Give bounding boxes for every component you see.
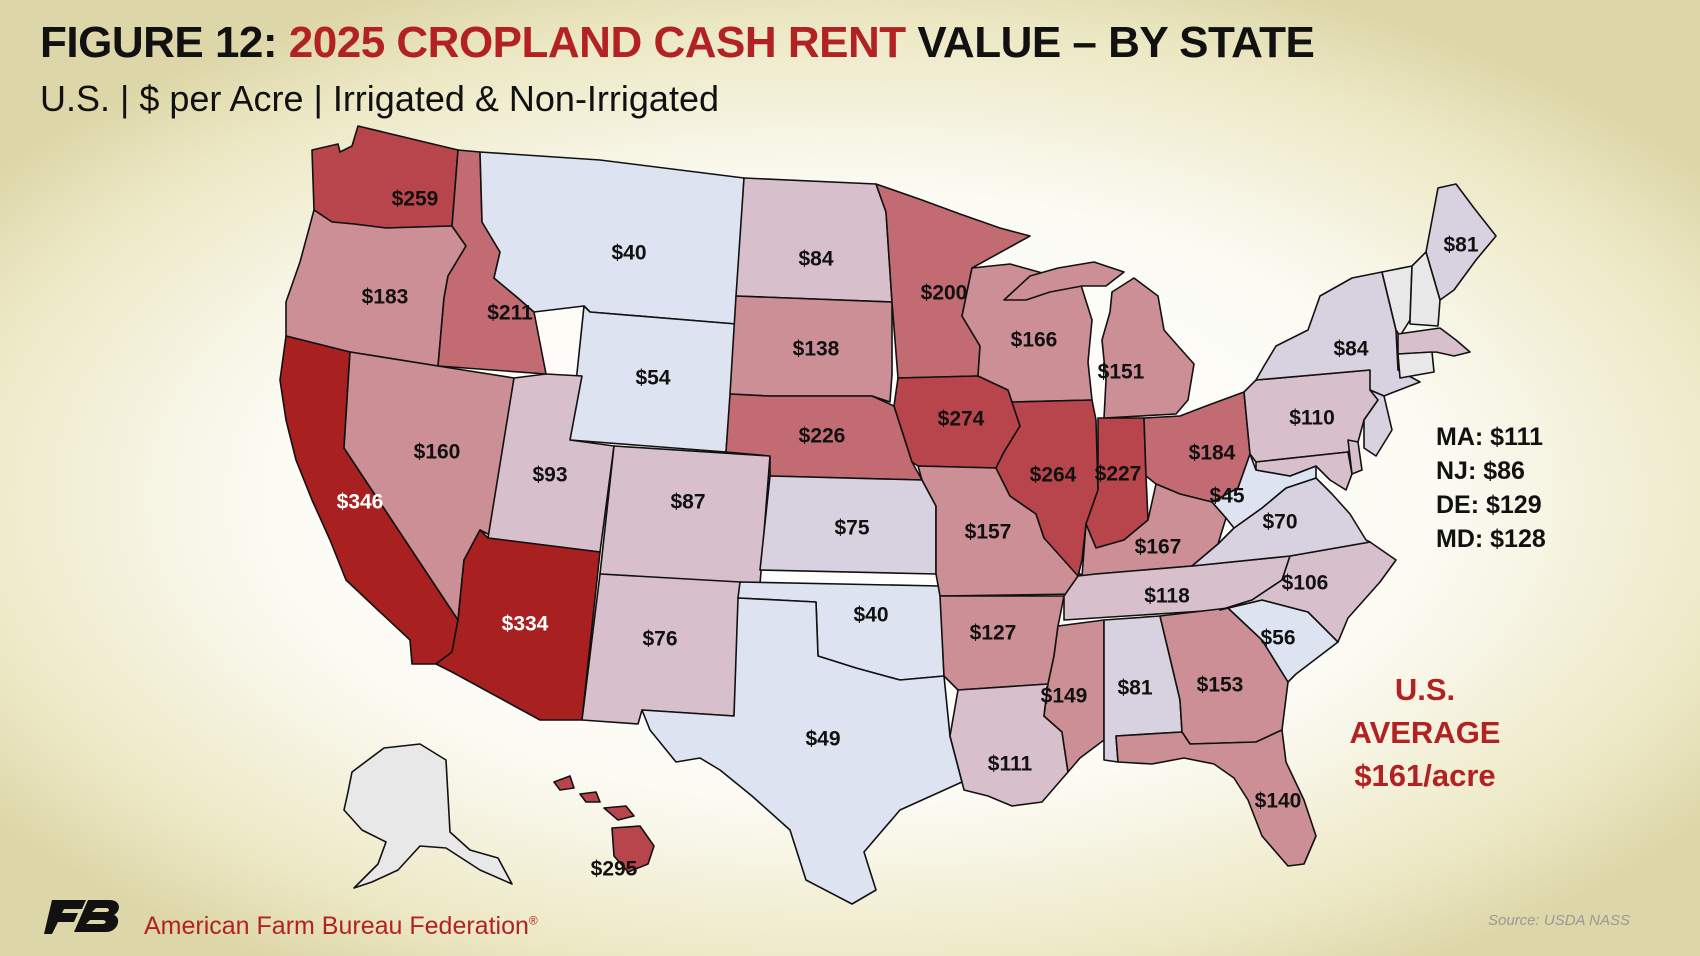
organization-name: American Farm Bureau Federation®: [144, 912, 538, 940]
state-value-label-ms: $149: [1041, 685, 1088, 708]
title-highlight: 2025 CROPLAND CASH RENT: [288, 18, 906, 67]
state-value-label-nv: $160: [414, 441, 461, 464]
state-az: [435, 529, 601, 721]
state-value-label-or: $183: [362, 286, 409, 309]
state-nd: [735, 177, 893, 303]
title-suffix: VALUE – BY STATE: [905, 18, 1315, 67]
labels-layer: $259 $183 $346 $211 $160 $40 $54 $93 $334 $87 $76 $…: [337, 188, 1479, 881]
state-value-label-il: $264: [1030, 464, 1077, 487]
average-line-2: AVERAGE: [1349, 715, 1501, 750]
state-value-label-al: $81: [1117, 677, 1152, 700]
state-value-label-az: $334: [502, 613, 549, 636]
state-value-label-ar: $127: [970, 622, 1017, 645]
state-value-label-nc: $106: [1282, 572, 1329, 595]
state-co: [599, 445, 771, 585]
state-il: [995, 399, 1099, 577]
small-state-label: DE: $129: [1436, 491, 1542, 519]
figure-subtitle: U.S. | $ per Acre | Irrigated & Non-Irri…: [40, 78, 719, 119]
state-value-label-me: $81: [1443, 234, 1478, 257]
state-value-label-mi: $151: [1098, 361, 1145, 384]
states-layer: [279, 125, 1497, 905]
farm-bureau-logo-icon: [44, 900, 119, 934]
state-wv: [1211, 453, 1317, 529]
state-de: [1347, 439, 1363, 475]
us-average-callout: U.S. AVERAGE $161/acre: [1310, 668, 1540, 797]
state-ct: [1397, 351, 1435, 379]
state-value-label-ne: $226: [799, 425, 846, 448]
state-value-label-ky: $167: [1135, 536, 1182, 559]
state-value-label-mn: $200: [921, 282, 968, 305]
state-value-label-sc: $56: [1260, 627, 1295, 650]
state-ne: [725, 393, 923, 481]
state-value-label-tx: $49: [805, 728, 840, 751]
state-value-label-hi: $295: [591, 858, 638, 881]
state-ak: [343, 743, 513, 889]
state-mi: [1003, 261, 1195, 419]
state-ny: [1255, 271, 1421, 397]
state-value-label-wy: $54: [635, 367, 670, 390]
state-value-label-wv: $45: [1209, 485, 1244, 508]
state-tx: [641, 597, 963, 905]
state-value-label-nd: $84: [798, 248, 833, 271]
state-value-label-ca: $346: [337, 491, 384, 514]
state-value-label-ok: $40: [853, 604, 888, 627]
state-nh: [1409, 251, 1441, 327]
state-value-label-va: $70: [1262, 511, 1297, 534]
state-value-label-mo: $157: [965, 521, 1012, 544]
state-value-label-fl: $140: [1255, 790, 1302, 813]
state-value-label-mt: $40: [611, 242, 646, 265]
state-ma: [1397, 327, 1471, 357]
state-fl: [1115, 729, 1317, 867]
state-md: [1255, 451, 1353, 491]
state-value-label-ny: $84: [1333, 338, 1368, 361]
state-value-label-wa: $259: [392, 188, 439, 211]
state-vt: [1381, 265, 1413, 337]
average-line-3: $161/acre: [1354, 758, 1496, 793]
state-value-label-ia: $274: [938, 408, 985, 431]
state-value-label-id: $211: [487, 302, 533, 325]
state-nj: [1363, 389, 1393, 457]
state-me: [1425, 183, 1497, 301]
state-mt: [479, 151, 745, 325]
figure-title: FIGURE 12: 2025 CROPLAND CASH RENT VALUE…: [40, 18, 1315, 69]
state-value-label-oh: $184: [1189, 442, 1236, 465]
title-prefix: FIGURE 12:: [40, 18, 289, 67]
state-value-label-ga: $153: [1197, 674, 1244, 697]
state-value-label-ks: $75: [834, 517, 869, 540]
state-wa: [311, 125, 459, 229]
small-state-label: NJ: $86: [1436, 457, 1525, 485]
state-hi: [553, 775, 655, 873]
average-line-1: U.S.: [1394, 672, 1456, 707]
state-va: [1191, 477, 1371, 567]
state-value-label-co: $87: [670, 491, 705, 514]
small-state-label: MA: $111: [1436, 423, 1544, 451]
source-note: Source: USDA NASS: [1488, 912, 1630, 929]
state-nc: [1219, 541, 1397, 643]
state-value-label-la: $111: [988, 753, 1033, 776]
state-value-label-sd: $138: [793, 338, 840, 361]
state-value-label-nm: $76: [642, 628, 677, 651]
small-state-label: MD: $128: [1436, 525, 1546, 553]
state-value-label-pa: $110: [1289, 407, 1335, 430]
state-value-label-wi: $166: [1011, 329, 1058, 352]
state-value-label-tn: $118: [1144, 585, 1190, 608]
state-value-label-ut: $93: [532, 464, 567, 487]
small-states-list: MA: $111 NJ: $86 DE: $129 MD: $128: [1436, 420, 1546, 556]
state-value-label-in: $227: [1095, 463, 1142, 486]
